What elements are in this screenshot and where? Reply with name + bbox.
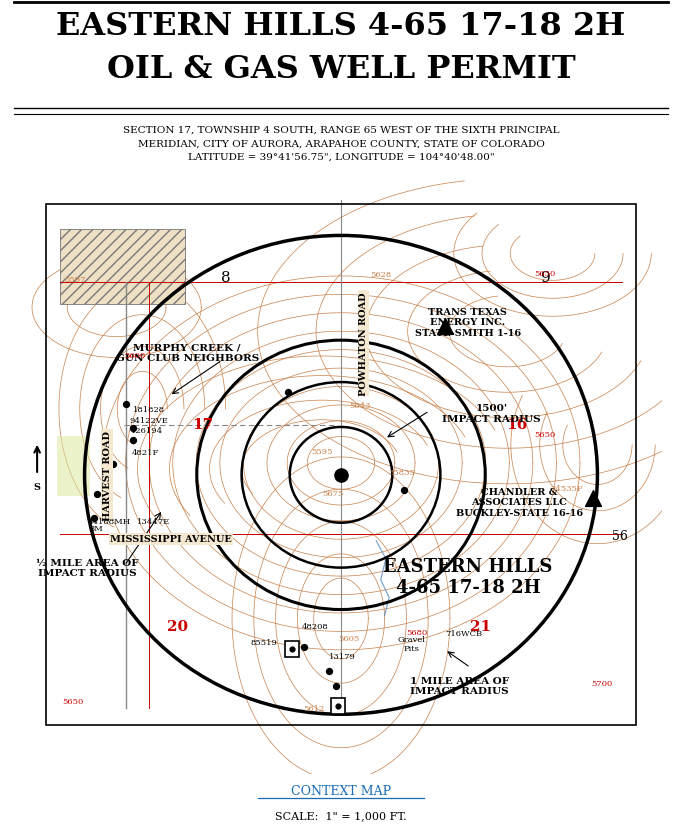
Text: 35835: 35835 [389, 469, 415, 477]
Point [587, 491, 598, 504]
Text: 21: 21 [470, 619, 491, 633]
Point [336, 469, 346, 482]
Text: 5597: 5597 [64, 275, 86, 283]
Text: 94122VE: 94122VE [129, 416, 168, 424]
Text: CHANDLER &
ASSOCIATES LLC
BUCKLEY-STATE 16-16: CHANDLER & ASSOCIATES LLC BUCKLEY-STATE … [456, 488, 583, 517]
Bar [60, 230, 186, 305]
Text: 8: 8 [221, 271, 231, 285]
Text: 1500'
IMPACT RADIUS: 1500' IMPACT RADIUS [443, 404, 541, 423]
Text: SCALE:  1" = 1,000 FT.: SCALE: 1" = 1,000 FT. [276, 810, 406, 821]
Point [121, 398, 132, 412]
Text: 126194: 126194 [132, 426, 164, 435]
Point [89, 512, 100, 525]
Point [92, 488, 103, 501]
Text: 5680: 5680 [406, 628, 427, 636]
Point [298, 641, 309, 654]
Point [287, 643, 298, 656]
Text: S: S [33, 483, 41, 492]
Point [127, 434, 138, 447]
Point [330, 679, 341, 692]
Text: 16: 16 [507, 417, 528, 431]
Text: 17: 17 [192, 417, 213, 431]
Text: 24535F: 24535F [550, 484, 583, 493]
Text: 716WCB: 716WCB [445, 630, 483, 638]
Text: 56: 56 [612, 530, 628, 542]
Text: 5700: 5700 [591, 679, 612, 687]
Text: 5675: 5675 [322, 489, 343, 497]
Text: 5612: 5612 [303, 705, 324, 712]
Point [439, 320, 450, 334]
Text: 1 MILE AREA OF
IMPACT RADIUS: 1 MILE AREA OF IMPACT RADIUS [410, 676, 509, 696]
Text: EASTERN HILLS
4-65 17-18 2H: EASTERN HILLS 4-65 17-18 2H [383, 557, 552, 596]
Text: 44188MH: 44188MH [87, 518, 130, 525]
Text: CONTEXT MAP: CONTEXT MAP [291, 785, 391, 797]
Text: 5600: 5600 [124, 352, 145, 359]
Text: 5605: 5605 [338, 634, 359, 642]
Text: 13179: 13179 [329, 652, 356, 660]
Text: 20: 20 [167, 619, 188, 633]
Text: 9: 9 [542, 271, 551, 285]
Text: POWHATON ROAD: POWHATON ROAD [359, 292, 368, 396]
Text: OIL & GAS WELL PERMIT: OIL & GAS WELL PERMIT [106, 54, 576, 84]
Text: 5650: 5650 [534, 431, 555, 439]
Text: 181828: 181828 [132, 406, 165, 413]
Bar [285, 641, 299, 657]
Point [283, 386, 294, 399]
Bar [46, 205, 636, 725]
Text: TRANS TEXAS
ENERGY INC.
STATE-SMITH 1-16: TRANS TEXAS ENERGY INC. STATE-SMITH 1-16 [415, 307, 521, 337]
Text: 48208: 48208 [302, 622, 329, 630]
Polygon shape [57, 436, 90, 496]
Text: SECTION 17, TOWNSHIP 4 SOUTH, RANGE 65 WEST OF THE SIXTH PRINCIPAL
MERIDIAN, CIT: SECTION 17, TOWNSHIP 4 SOUTH, RANGE 65 W… [123, 125, 559, 162]
Text: 5628: 5628 [370, 271, 391, 279]
Text: 5643: 5643 [349, 402, 371, 409]
Point [108, 458, 119, 471]
Point [324, 665, 335, 678]
Text: ½ MILE AREA OF
IMPACT RADIUS: ½ MILE AREA OF IMPACT RADIUS [36, 558, 139, 578]
Text: 85519: 85519 [250, 638, 278, 647]
Text: 4821F: 4821F [132, 449, 159, 456]
Text: 5650: 5650 [534, 269, 555, 277]
Text: MISSISSIPPI AVENUE: MISSISSIPPI AVENUE [110, 535, 232, 544]
Point [127, 422, 138, 436]
Text: EASTERN HILLS 4-65 17-18 2H: EASTERN HILLS 4-65 17-18 2H [57, 12, 625, 42]
Bar [331, 698, 345, 715]
Text: 5595: 5595 [311, 447, 333, 455]
Text: HARVEST ROAD: HARVEST ROAD [102, 431, 111, 520]
Text: BM: BM [89, 524, 104, 532]
Point [398, 484, 409, 498]
Text: 5650: 5650 [63, 697, 84, 705]
Text: 13447E: 13447E [136, 518, 170, 525]
Point [332, 700, 343, 713]
Text: Gravel
Pits: Gravel Pits [398, 635, 426, 652]
Text: MURPHY CREEK /
GUN CLUB NEIGHBORS: MURPHY CREEK / GUN CLUB NEIGHBORS [115, 343, 258, 363]
